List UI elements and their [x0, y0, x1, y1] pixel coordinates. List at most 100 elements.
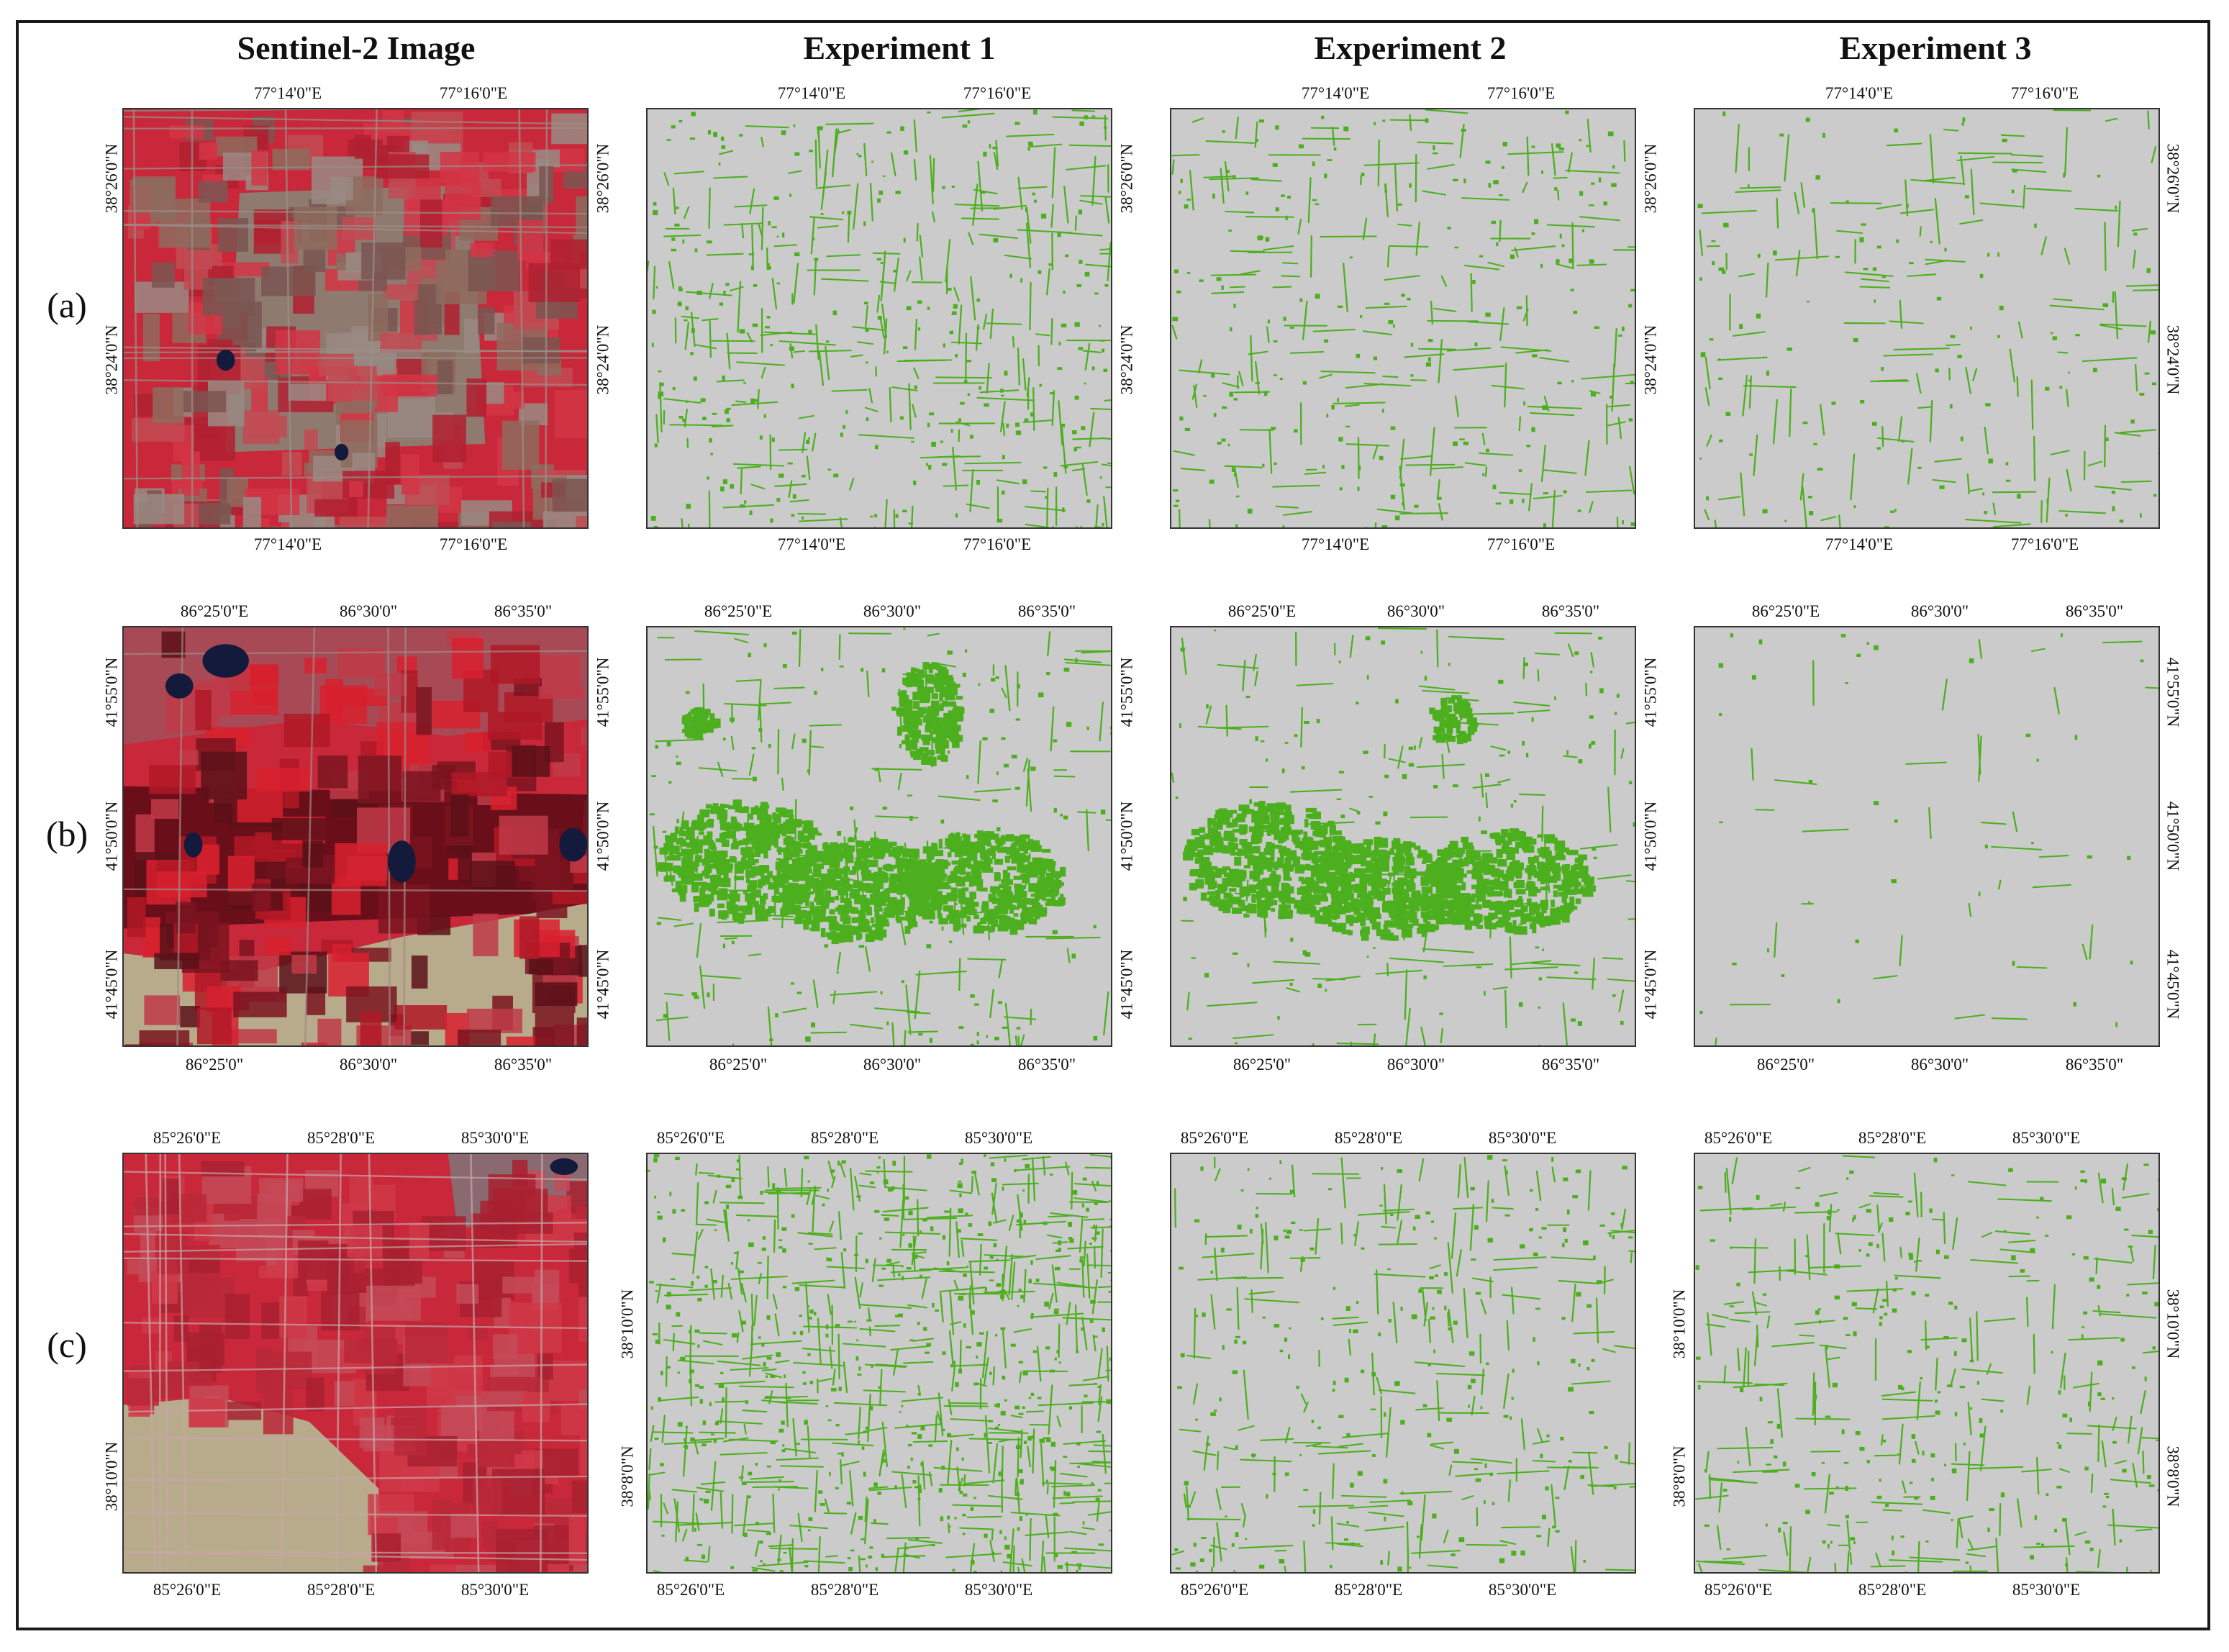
lon-tick: 86°35'0" — [2065, 1056, 2124, 1074]
lon-tick: 85°26'0"E — [153, 1581, 222, 1599]
lon-tick: 85°26'0"E — [1704, 1581, 1773, 1599]
experiment-1-map-c — [646, 1153, 1112, 1574]
lon-tick: 86°30'0" — [1386, 602, 1445, 620]
lon-tick: 85°30'0"E — [964, 1129, 1033, 1147]
lon-tick: 86°25'0"E — [1227, 602, 1297, 620]
lat-tick: 38°8'0"N — [618, 1446, 637, 1507]
lon-tick: 86°30'0" — [1910, 1056, 1969, 1074]
experiment-2-map-a — [1170, 108, 1636, 529]
lon-tick: 86°35'0" — [1017, 1056, 1076, 1074]
lon-tick: 85°28'0"E — [1334, 1581, 1403, 1599]
lon-tick: 85°26'0"E — [656, 1129, 725, 1147]
lon-tick: 85°30'0"E — [2012, 1581, 2081, 1599]
lon-tick: 86°30'0" — [339, 602, 398, 620]
experiment-3-map-b — [1694, 626, 2160, 1047]
lat-tick: 38°10'0"N — [1670, 1289, 1689, 1359]
lon-tick: 77°16'0"E — [1486, 84, 1556, 102]
lat-tick: 38°26'0"N — [2164, 143, 2182, 214]
lat-tick: 41°50'0"N — [1641, 801, 1660, 871]
lat-tick: 41°55'0"N — [2164, 657, 2182, 727]
lon-tick: 77°14'0"E — [1825, 535, 1894, 553]
lat-tick: 41°45'0"N — [1641, 949, 1660, 1020]
lon-tick: 86°30'0" — [1386, 1056, 1445, 1074]
sentinel-image-b — [122, 626, 589, 1047]
lat-tick: 41°50'0"N — [2164, 801, 2182, 871]
lon-tick: 85°28'0"E — [307, 1581, 376, 1599]
lon-tick: 85°28'0"E — [1334, 1129, 1403, 1147]
lat-tick: 38°26'0"N — [1117, 143, 1136, 214]
lat-tick: 41°45'0"N — [102, 949, 121, 1020]
lon-tick: 86°35'0" — [1541, 1056, 1600, 1074]
lon-tick: 85°30'0"E — [2012, 1129, 2081, 1147]
column-title-experiment-3: Experiment 3 — [1839, 30, 2032, 66]
lon-tick: 77°16'0"E — [439, 84, 508, 102]
lat-tick: 38°26'0"N — [594, 143, 612, 214]
experiment-1-map-b — [646, 626, 1112, 1047]
lon-tick: 77°14'0"E — [1825, 84, 1894, 102]
experiment-1-map-a — [646, 108, 1112, 529]
lon-tick: 77°14'0"E — [253, 84, 322, 102]
lat-tick: 41°50'0"N — [594, 801, 612, 871]
column-title-experiment-2: Experiment 2 — [1314, 30, 1507, 66]
lon-tick: 85°30'0"E — [964, 1581, 1033, 1599]
lat-tick: 41°55'0"N — [594, 657, 612, 727]
lon-tick: 86°25'0"E — [180, 602, 249, 620]
lat-tick: 38°10'0"N — [102, 1441, 121, 1512]
lon-tick: 86°25'0" — [185, 1056, 244, 1074]
experiment-3-map-c — [1694, 1153, 2160, 1574]
lat-tick: 38°24'0"N — [1117, 324, 1136, 395]
lon-tick: 86°35'0" — [494, 1056, 553, 1074]
lon-tick: 86°30'0" — [339, 1056, 398, 1074]
lon-tick: 85°26'0"E — [1180, 1129, 1249, 1147]
lat-tick: 38°8'0"N — [1670, 1446, 1689, 1507]
lon-tick: 77°14'0"E — [777, 535, 846, 553]
column-title-sentinel: Sentinel-2 Image — [237, 30, 476, 66]
lat-tick: 41°50'0"N — [102, 801, 121, 871]
lat-tick: 41°50'0"N — [1117, 801, 1136, 871]
lon-tick: 86°35'0" — [494, 602, 553, 620]
lon-tick: 86°35'0" — [1541, 602, 1600, 620]
lon-tick: 85°28'0"E — [810, 1581, 879, 1599]
lon-tick: 85°30'0"E — [460, 1129, 530, 1147]
lat-tick: 41°55'0"N — [1117, 657, 1136, 727]
experiment-2-map-c — [1170, 1153, 1636, 1574]
lon-tick: 86°25'0" — [1232, 1056, 1291, 1074]
lat-tick: 38°26'0"N — [102, 143, 121, 214]
lon-tick: 77°16'0"E — [963, 535, 1032, 553]
lon-tick: 85°26'0"E — [153, 1129, 222, 1147]
sentinel-image-a — [122, 108, 589, 529]
lon-tick: 86°25'0" — [709, 1056, 768, 1074]
lat-tick: 41°55'0"N — [1641, 657, 1660, 727]
row-label-a: (a) — [47, 285, 87, 325]
lat-tick: 38°26'0"N — [1641, 143, 1660, 214]
lon-tick: 77°16'0"E — [1486, 535, 1556, 553]
experiment-2-map-b — [1170, 626, 1636, 1047]
lon-tick: 77°16'0"E — [2010, 84, 2079, 102]
experiment-3-map-a — [1694, 108, 2160, 529]
lon-tick: 85°28'0"E — [1858, 1129, 1927, 1147]
lon-tick: 86°25'0" — [1756, 1056, 1815, 1074]
sentinel-image-c — [122, 1153, 589, 1574]
lon-tick: 86°30'0" — [863, 602, 922, 620]
lon-tick: 77°14'0"E — [253, 535, 322, 553]
lon-tick: 85°26'0"E — [656, 1581, 725, 1599]
lon-tick: 77°16'0"E — [963, 84, 1032, 102]
lon-tick: 86°30'0" — [1910, 602, 1969, 620]
lon-tick: 86°35'0" — [2065, 602, 2124, 620]
lon-tick: 85°28'0"E — [307, 1129, 376, 1147]
lon-tick: 77°16'0"E — [2010, 535, 2079, 553]
lat-tick: 41°45'0"N — [2164, 949, 2182, 1020]
lon-tick: 86°25'0"E — [704, 602, 773, 620]
lat-tick: 41°45'0"N — [594, 949, 612, 1020]
lon-tick: 77°14'0"E — [1301, 84, 1370, 102]
lon-tick: 85°28'0"E — [810, 1129, 879, 1147]
lon-tick: 77°14'0"E — [777, 84, 846, 102]
lon-tick: 85°30'0"E — [1488, 1129, 1557, 1147]
lon-tick: 77°16'0"E — [439, 535, 508, 553]
lon-tick: 85°26'0"E — [1704, 1129, 1773, 1147]
row-label-c: (c) — [47, 1325, 87, 1365]
lon-tick: 85°30'0"E — [1488, 1581, 1557, 1599]
lat-tick: 38°8'0"N — [2164, 1446, 2182, 1507]
lat-tick: 38°24'0"N — [2164, 324, 2182, 395]
row-label-b: (b) — [45, 814, 88, 854]
